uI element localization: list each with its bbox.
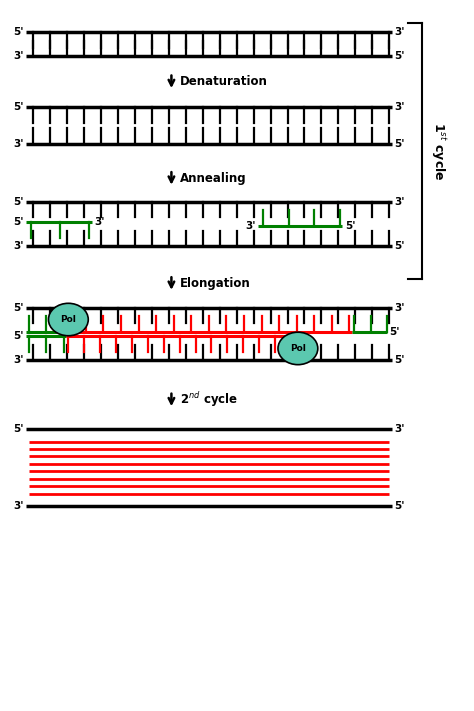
Text: 5': 5' (13, 424, 24, 434)
Ellipse shape (48, 304, 88, 336)
Text: Annealing: Annealing (180, 172, 246, 185)
Text: 5': 5' (394, 139, 404, 149)
Text: 5': 5' (394, 501, 404, 511)
Text: 5': 5' (394, 51, 404, 61)
Text: 5': 5' (13, 217, 24, 228)
Text: 3': 3' (13, 139, 24, 149)
Text: 5': 5' (13, 28, 24, 38)
Text: 5': 5' (13, 302, 24, 313)
Text: 3': 3' (13, 241, 24, 251)
Text: 3': 3' (245, 220, 256, 230)
Text: 5': 5' (389, 326, 400, 336)
Text: 3': 3' (94, 217, 105, 228)
Text: Denaturation: Denaturation (180, 75, 268, 88)
Text: 3': 3' (394, 28, 404, 38)
Ellipse shape (278, 332, 318, 365)
Text: 5': 5' (13, 197, 24, 207)
Text: Elongation: Elongation (180, 277, 251, 290)
Text: 3': 3' (394, 197, 404, 207)
Text: 5': 5' (394, 356, 404, 365)
Text: Pol: Pol (290, 344, 306, 353)
Text: 3': 3' (394, 424, 404, 434)
Text: 3': 3' (394, 302, 404, 313)
Text: 5': 5' (394, 241, 404, 251)
Text: 1$^{st}$ cycle: 1$^{st}$ cycle (429, 122, 448, 181)
Text: 5': 5' (13, 102, 24, 112)
Text: 5': 5' (345, 220, 355, 230)
Text: 3': 3' (13, 356, 24, 365)
Text: Pol: Pol (60, 315, 76, 324)
Text: 3': 3' (13, 501, 24, 511)
Text: 2$^{nd}$ cycle: 2$^{nd}$ cycle (180, 390, 238, 410)
Text: 5': 5' (13, 331, 24, 341)
Text: 3': 3' (394, 102, 404, 112)
Text: 3': 3' (13, 51, 24, 61)
